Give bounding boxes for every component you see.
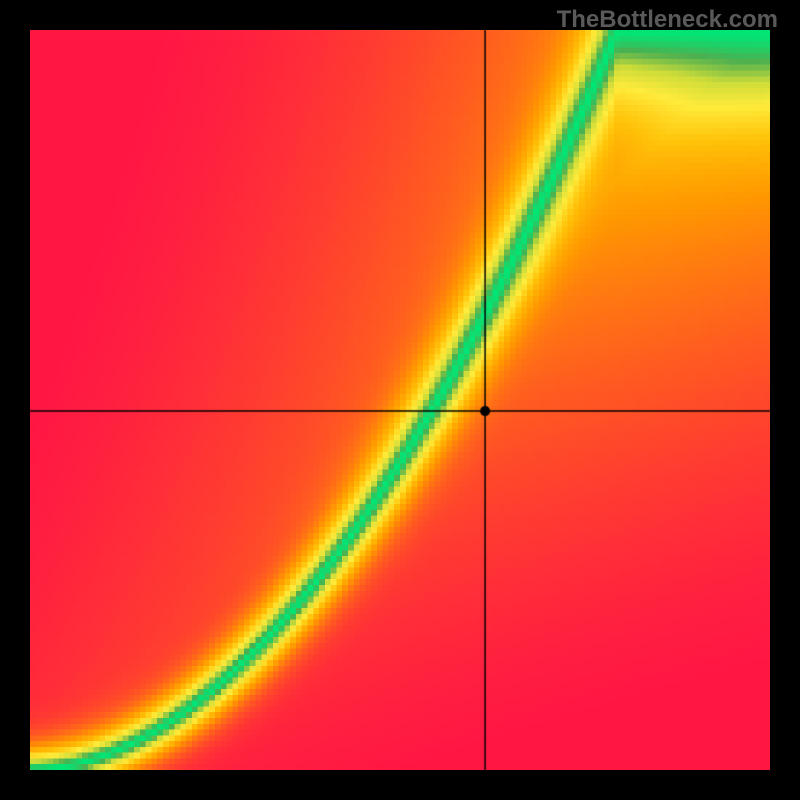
bottleneck-heatmap [30, 30, 770, 770]
chart-container: { "watermark": { "text": "TheBottleneck.… [0, 0, 800, 800]
